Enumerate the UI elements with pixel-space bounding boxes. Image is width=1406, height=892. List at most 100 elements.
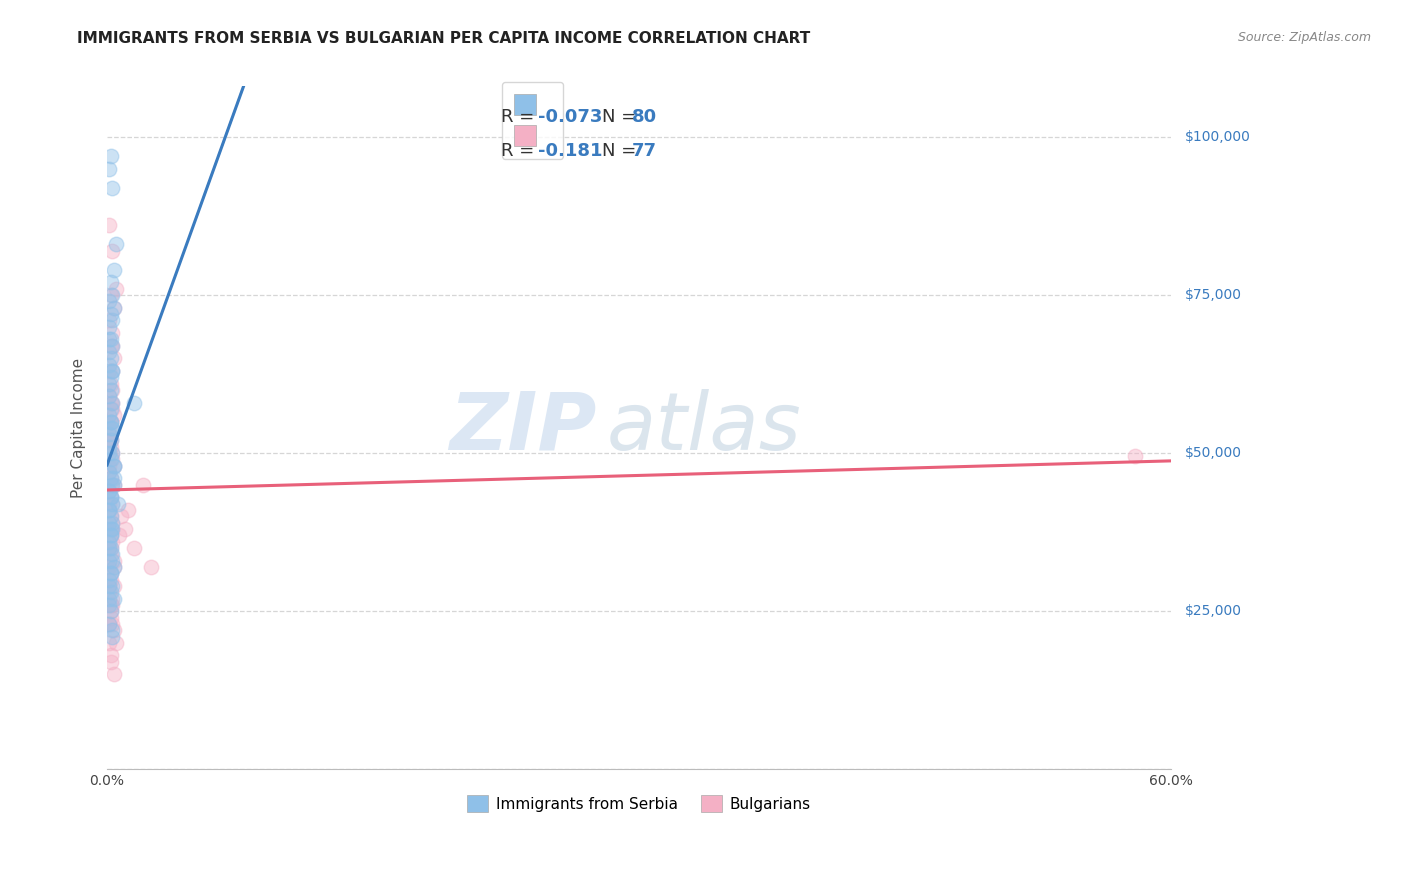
Point — [97, 636, 120, 650]
Point — [101, 452, 124, 467]
Point — [97, 591, 120, 606]
Point — [97, 554, 120, 568]
Point — [103, 554, 125, 568]
Point — [97, 579, 120, 593]
Point — [100, 415, 122, 429]
Point — [101, 630, 124, 644]
Point — [103, 301, 125, 315]
Point — [101, 477, 124, 491]
Point — [100, 434, 122, 448]
Point — [101, 338, 124, 352]
Point — [101, 180, 124, 194]
Point — [97, 421, 120, 435]
Point — [103, 458, 125, 473]
Point — [104, 636, 127, 650]
Point — [100, 585, 122, 599]
Point — [101, 244, 124, 258]
Point — [117, 503, 139, 517]
Text: R =: R = — [501, 142, 546, 161]
Point — [101, 326, 124, 340]
Point — [101, 364, 124, 378]
Point — [101, 516, 124, 530]
Text: 80: 80 — [631, 108, 657, 126]
Point — [97, 560, 120, 574]
Y-axis label: Per Capita Income: Per Capita Income — [72, 358, 86, 498]
Point — [100, 415, 122, 429]
Point — [100, 610, 122, 624]
Point — [97, 358, 120, 372]
Point — [100, 491, 122, 505]
Point — [107, 497, 129, 511]
Point — [101, 516, 124, 530]
Point — [97, 161, 120, 176]
Point — [100, 338, 122, 352]
Point — [97, 616, 120, 631]
Point — [100, 566, 122, 581]
Point — [103, 458, 125, 473]
Point — [103, 667, 125, 681]
Point — [97, 294, 120, 309]
Point — [100, 566, 122, 581]
Point — [97, 219, 120, 233]
Point — [100, 491, 122, 505]
Point — [103, 351, 125, 366]
Point — [100, 434, 122, 448]
Point — [104, 282, 127, 296]
Point — [114, 522, 136, 536]
Point — [97, 616, 120, 631]
Text: IMMIGRANTS FROM SERBIA VS BULGARIAN PER CAPITA INCOME CORRELATION CHART: IMMIGRANTS FROM SERBIA VS BULGARIAN PER … — [77, 31, 811, 46]
Point — [97, 503, 120, 517]
Point — [103, 560, 125, 574]
Point — [101, 497, 124, 511]
Point — [97, 573, 120, 587]
Point — [100, 477, 122, 491]
Point — [97, 503, 120, 517]
Point — [100, 401, 122, 416]
Point — [122, 541, 145, 555]
Point — [100, 395, 122, 409]
Point — [97, 319, 120, 334]
Point — [100, 528, 122, 542]
Point — [100, 655, 122, 669]
Point — [141, 560, 163, 574]
Point — [100, 547, 122, 561]
Point — [100, 421, 122, 435]
Point — [97, 516, 120, 530]
Point — [100, 598, 122, 612]
Point — [103, 591, 125, 606]
Point — [131, 477, 153, 491]
Point — [100, 383, 122, 397]
Point — [100, 541, 122, 555]
Point — [101, 598, 124, 612]
Point — [101, 383, 124, 397]
Point — [101, 288, 124, 302]
Point — [100, 351, 122, 366]
Text: R =: R = — [501, 108, 540, 126]
Point — [101, 446, 124, 460]
Text: $25,000: $25,000 — [1184, 604, 1241, 618]
Point — [100, 415, 122, 429]
Point — [101, 579, 124, 593]
Point — [103, 262, 125, 277]
Point — [97, 376, 120, 391]
Point — [101, 547, 124, 561]
Point — [100, 604, 122, 618]
Point — [100, 452, 122, 467]
Text: -0.181: -0.181 — [538, 142, 602, 161]
Point — [97, 389, 120, 403]
Point — [103, 477, 125, 491]
Point — [101, 616, 124, 631]
Text: -0.073: -0.073 — [538, 108, 602, 126]
Point — [100, 276, 122, 290]
Point — [100, 288, 122, 302]
Point — [97, 465, 120, 479]
Point — [101, 522, 124, 536]
Point — [100, 509, 122, 524]
Point — [97, 434, 120, 448]
Point — [101, 395, 124, 409]
Point — [100, 541, 122, 555]
Point — [103, 301, 125, 315]
Point — [103, 477, 125, 491]
Point — [1123, 450, 1146, 464]
Point — [103, 623, 125, 637]
